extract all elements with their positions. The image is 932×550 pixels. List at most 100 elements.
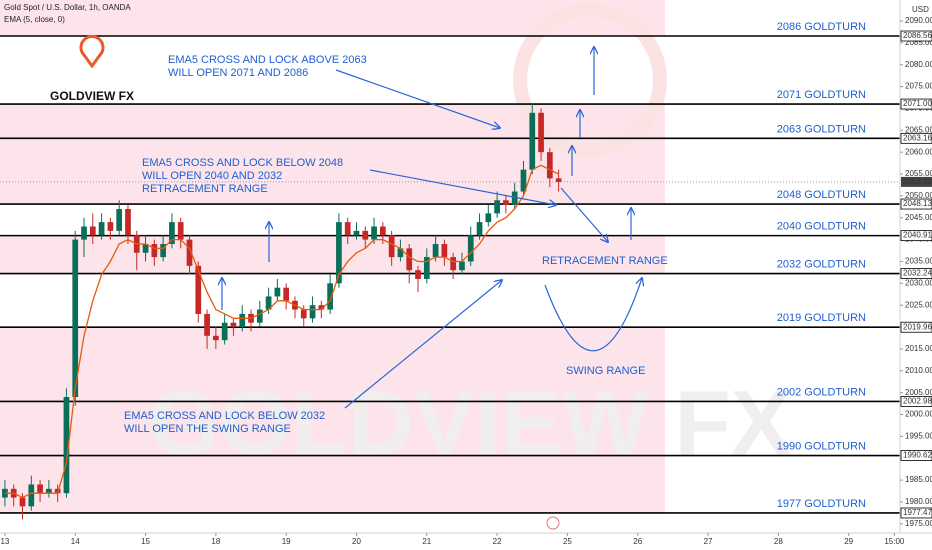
- event-icon: [546, 516, 560, 530]
- zones: [0, 0, 665, 513]
- candle-body: [362, 230, 369, 240]
- candle-body: [423, 257, 430, 279]
- x-tick-label: 18: [211, 537, 220, 546]
- level-name: 1977 GOLDTURN: [777, 498, 866, 510]
- arrow: [369, 169, 556, 205]
- level-name: 2071 GOLDTURN: [777, 89, 866, 101]
- level-name: 2040 GOLDTURN: [777, 221, 866, 233]
- level-name: 2002 GOLDTURN: [777, 386, 866, 398]
- candle-body: [476, 222, 483, 236]
- candle-body: [142, 243, 149, 253]
- watermark: GOLDVIEW FX: [148, 372, 792, 474]
- price-tag-label: 1977.477: [903, 508, 932, 517]
- candle-body: [265, 296, 272, 310]
- y-tick-label: 1975.000: [905, 519, 932, 528]
- candle-body: [309, 305, 316, 319]
- level-name: 2048 GOLDTURN: [777, 189, 866, 201]
- y-tick-label: 2050.000: [905, 191, 932, 200]
- candle-body: [467, 235, 474, 262]
- price-tag: [900, 268, 932, 279]
- annotation: EMA5 CROSS AND LOCK ABOVE 2063: [168, 54, 367, 66]
- candle-body: [432, 243, 439, 258]
- candle-body: [204, 313, 210, 336]
- zone: [0, 104, 665, 205]
- last-price-tag: [901, 176, 932, 187]
- candle-body: [441, 243, 448, 258]
- price-tag-label: 2002.982: [903, 397, 932, 406]
- candle-body: [107, 222, 114, 231]
- candle-body: [371, 226, 377, 240]
- candle-body: [450, 257, 457, 271]
- y-tick-label: 1985.000: [905, 475, 932, 484]
- y-tick-label: 2075.000: [905, 82, 932, 91]
- price-tag-label: 2040.912: [903, 231, 932, 240]
- swing-arrow: [544, 278, 642, 352]
- y-tick-label: 2015.000: [905, 344, 932, 353]
- y-tick-label: 2065.000: [905, 125, 932, 134]
- candle-body: [46, 488, 52, 494]
- candle-body: [283, 287, 290, 301]
- annotation: WILL OPEN 2071 AND 2086: [168, 67, 308, 79]
- logo: GOLDVIEW FX: [50, 35, 134, 103]
- candle-body: [230, 322, 237, 328]
- ema-line: [4, 164, 559, 499]
- candle-body: [415, 270, 421, 279]
- candle-body: [213, 335, 219, 341]
- x-tick-label: 20: [352, 537, 361, 546]
- arrow: [335, 69, 500, 128]
- y-tick-label: 2055.000: [905, 169, 932, 178]
- y-tick-label: 2010.000: [905, 366, 932, 375]
- candle-body: [28, 484, 35, 507]
- title: Gold Spot / U.S. Dollar, 1h, OANDA: [4, 3, 131, 12]
- price-tag: [900, 507, 932, 519]
- price-tag-label: 2086.564: [903, 31, 932, 40]
- candle-body: [336, 222, 342, 284]
- annotation: RETRACEMENT RANGE: [142, 183, 268, 195]
- annotation: WILL OPEN THE SWING RANGE: [124, 423, 291, 435]
- candle-body: [538, 112, 544, 153]
- price-tag-label: 1990.620: [903, 451, 932, 460]
- price-tag-label: 2048.136: [903, 199, 932, 208]
- candle-body: [256, 309, 263, 323]
- price-tag: [900, 396, 932, 407]
- candle-body: [344, 222, 351, 236]
- price-tag-label: 2063.160: [903, 133, 932, 142]
- annotation: EMA5 CROSS AND LOCK BELOW 2048: [142, 157, 343, 169]
- y-tick-label: 2045.000: [905, 213, 932, 222]
- candle-body: [406, 248, 413, 271]
- y-tick-label: 2060.000: [905, 147, 932, 156]
- y-tick-label: 1980.000: [905, 497, 932, 506]
- logo-icon: [79, 35, 105, 69]
- arrow: [344, 280, 502, 409]
- candle-body: [379, 226, 386, 236]
- x-tick-label: 28: [774, 537, 783, 546]
- candle-body: [397, 248, 404, 258]
- candle-body: [529, 112, 536, 170]
- arrows: [222, 47, 642, 409]
- candle-body: [546, 152, 553, 179]
- indicator: EMA (5, close, 0): [4, 15, 65, 24]
- candle-body: [72, 239, 79, 398]
- axis-labels: 1975.0001980.0001985.0001990.0001995.000…: [0, 16, 932, 546]
- candle-body: [169, 222, 175, 244]
- candle-body: [81, 226, 87, 240]
- candles: [2, 104, 562, 520]
- x-tick-label: 26: [633, 537, 642, 546]
- y-tick-label: 2090.000: [905, 16, 932, 25]
- x-tick-label: 29: [844, 537, 853, 546]
- currency: USD: [912, 5, 929, 14]
- candle-body: [89, 226, 96, 236]
- candle-body: [485, 213, 492, 223]
- annotation: RETRACEMENT RANGE: [542, 255, 668, 267]
- candle-body: [327, 283, 333, 310]
- price-tag-label: 2019.964: [903, 322, 932, 331]
- logo-text: GOLDVIEW FX: [50, 89, 134, 103]
- y-tick-label: 2030.000: [905, 278, 932, 287]
- candle-body: [353, 230, 360, 236]
- candle-body: [274, 287, 281, 297]
- x-tick-label: 22: [493, 537, 502, 546]
- price-tag-label: 2071.000: [903, 99, 932, 108]
- candle-body: [511, 191, 518, 205]
- x-tick-label: 25: [563, 537, 572, 546]
